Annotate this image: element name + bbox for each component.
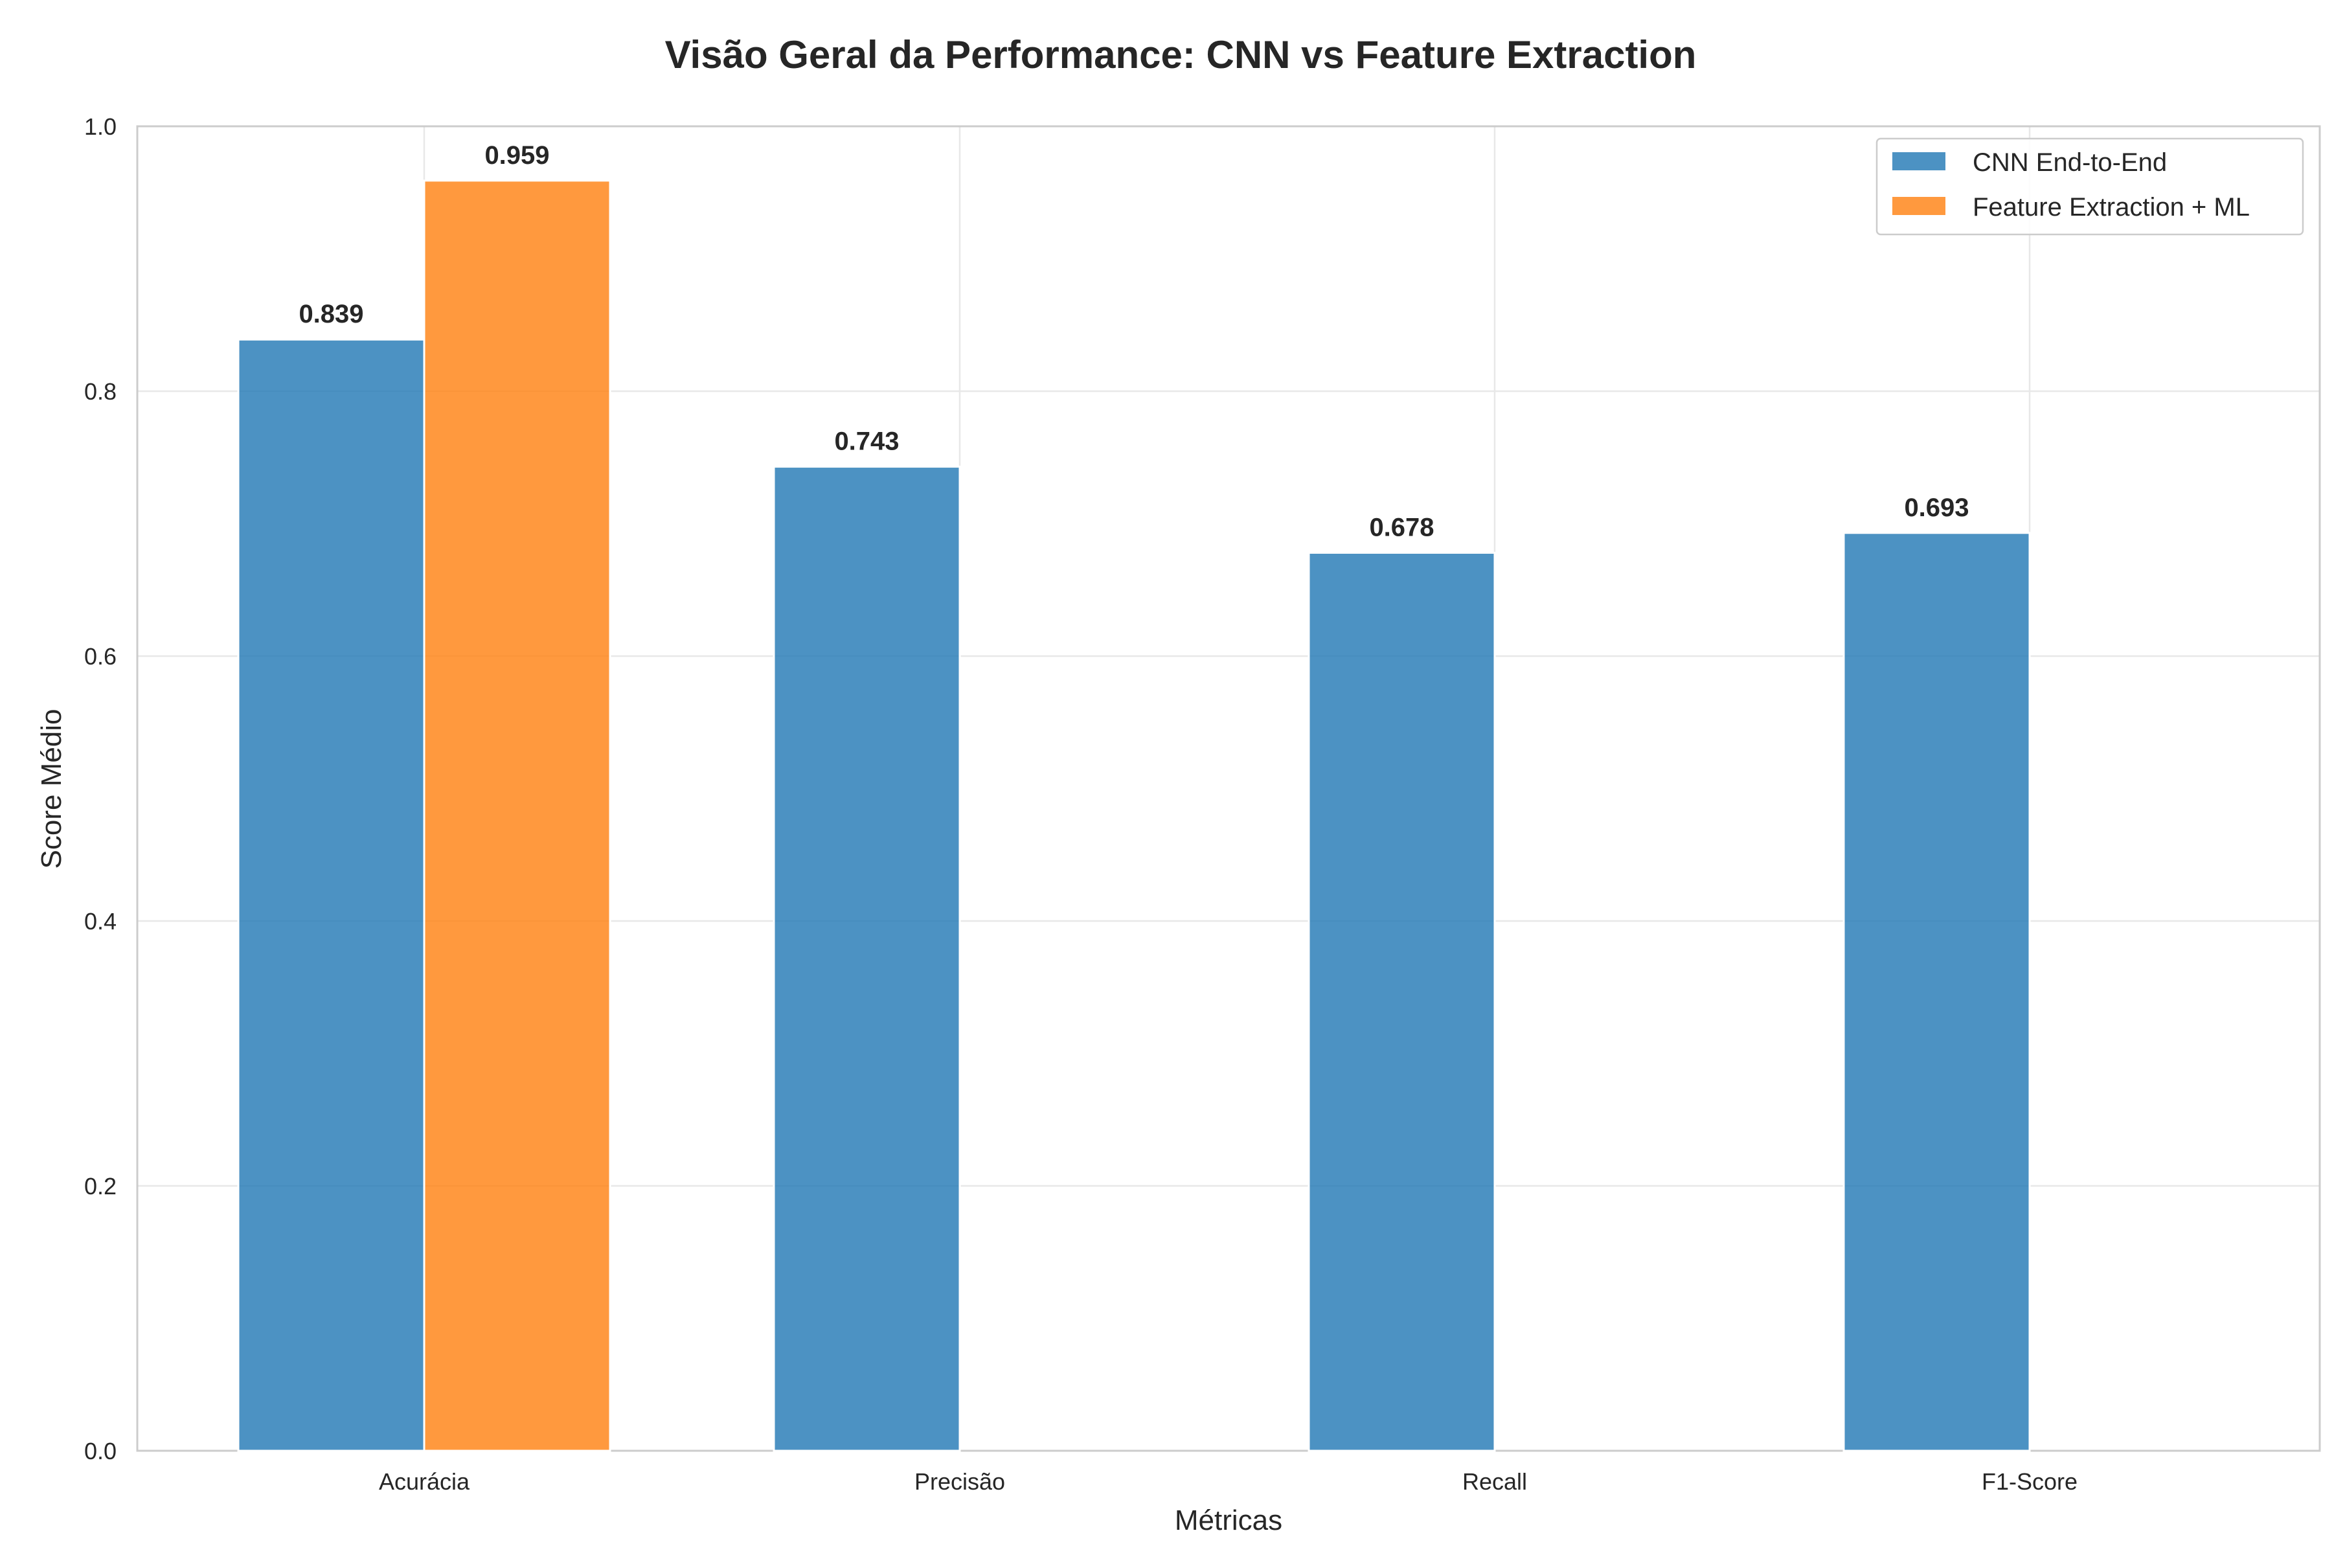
bar-cnn-f1-score [1842, 532, 2031, 1452]
y-tick-label: 1.0 [84, 113, 117, 140]
x-axis-label: Métricas [1175, 1505, 1282, 1536]
y-tick-label: 0.8 [84, 378, 117, 405]
x-axis-ticks: Acurácia Precisão Recall F1-Score [379, 1468, 2078, 1495]
x-tick-label: Precisão [914, 1468, 1005, 1495]
y-axis-ticks: 0.0 0.2 0.4 0.6 0.8 1.0 [84, 113, 117, 1464]
legend-label-cnn: CNN End-to-End [1973, 148, 2167, 177]
legend: CNN End-to-End Feature Extraction + ML [1875, 137, 2304, 236]
bar-value-label: 0.959 [484, 141, 549, 170]
legend-box [1875, 137, 2304, 236]
legend-swatch-feature-extraction [1892, 197, 1945, 215]
legend-swatch-cnn [1892, 152, 1945, 170]
plot-frame [136, 125, 2321, 1452]
bar-cnn-precisão [773, 466, 961, 1452]
x-tick-label: Recall [1462, 1468, 1527, 1495]
y-axis-label: Score Médio [36, 709, 67, 869]
x-tick-label: Acurácia [379, 1468, 470, 1495]
bar-value-label: 0.743 [834, 427, 899, 456]
bar-value-label: 0.693 [1904, 494, 1969, 522]
y-tick-label: 0.4 [84, 908, 117, 935]
value-labels: 0.839 0.743 0.678 0.693 0.959 [299, 141, 1969, 542]
y-tick-label: 0.6 [84, 643, 117, 670]
y-tick-label: 0.2 [84, 1173, 117, 1199]
chart-title: Visão Geral da Performance: CNN vs Featu… [665, 33, 1697, 76]
bar-cnn-recall [1308, 551, 1496, 1452]
y-tick-label: 0.0 [84, 1438, 117, 1464]
bar-value-label: 0.839 [299, 300, 363, 328]
x-tick-label: F1-Score [1982, 1468, 2078, 1495]
bar-value-label: 0.678 [1369, 513, 1434, 541]
bar-feature-extraction-acurácia [423, 179, 611, 1452]
legend-label-feature-extraction: Feature Extraction + ML [1973, 193, 2250, 222]
bar-cnn-acurácia [237, 338, 425, 1452]
bars [237, 179, 2031, 1452]
